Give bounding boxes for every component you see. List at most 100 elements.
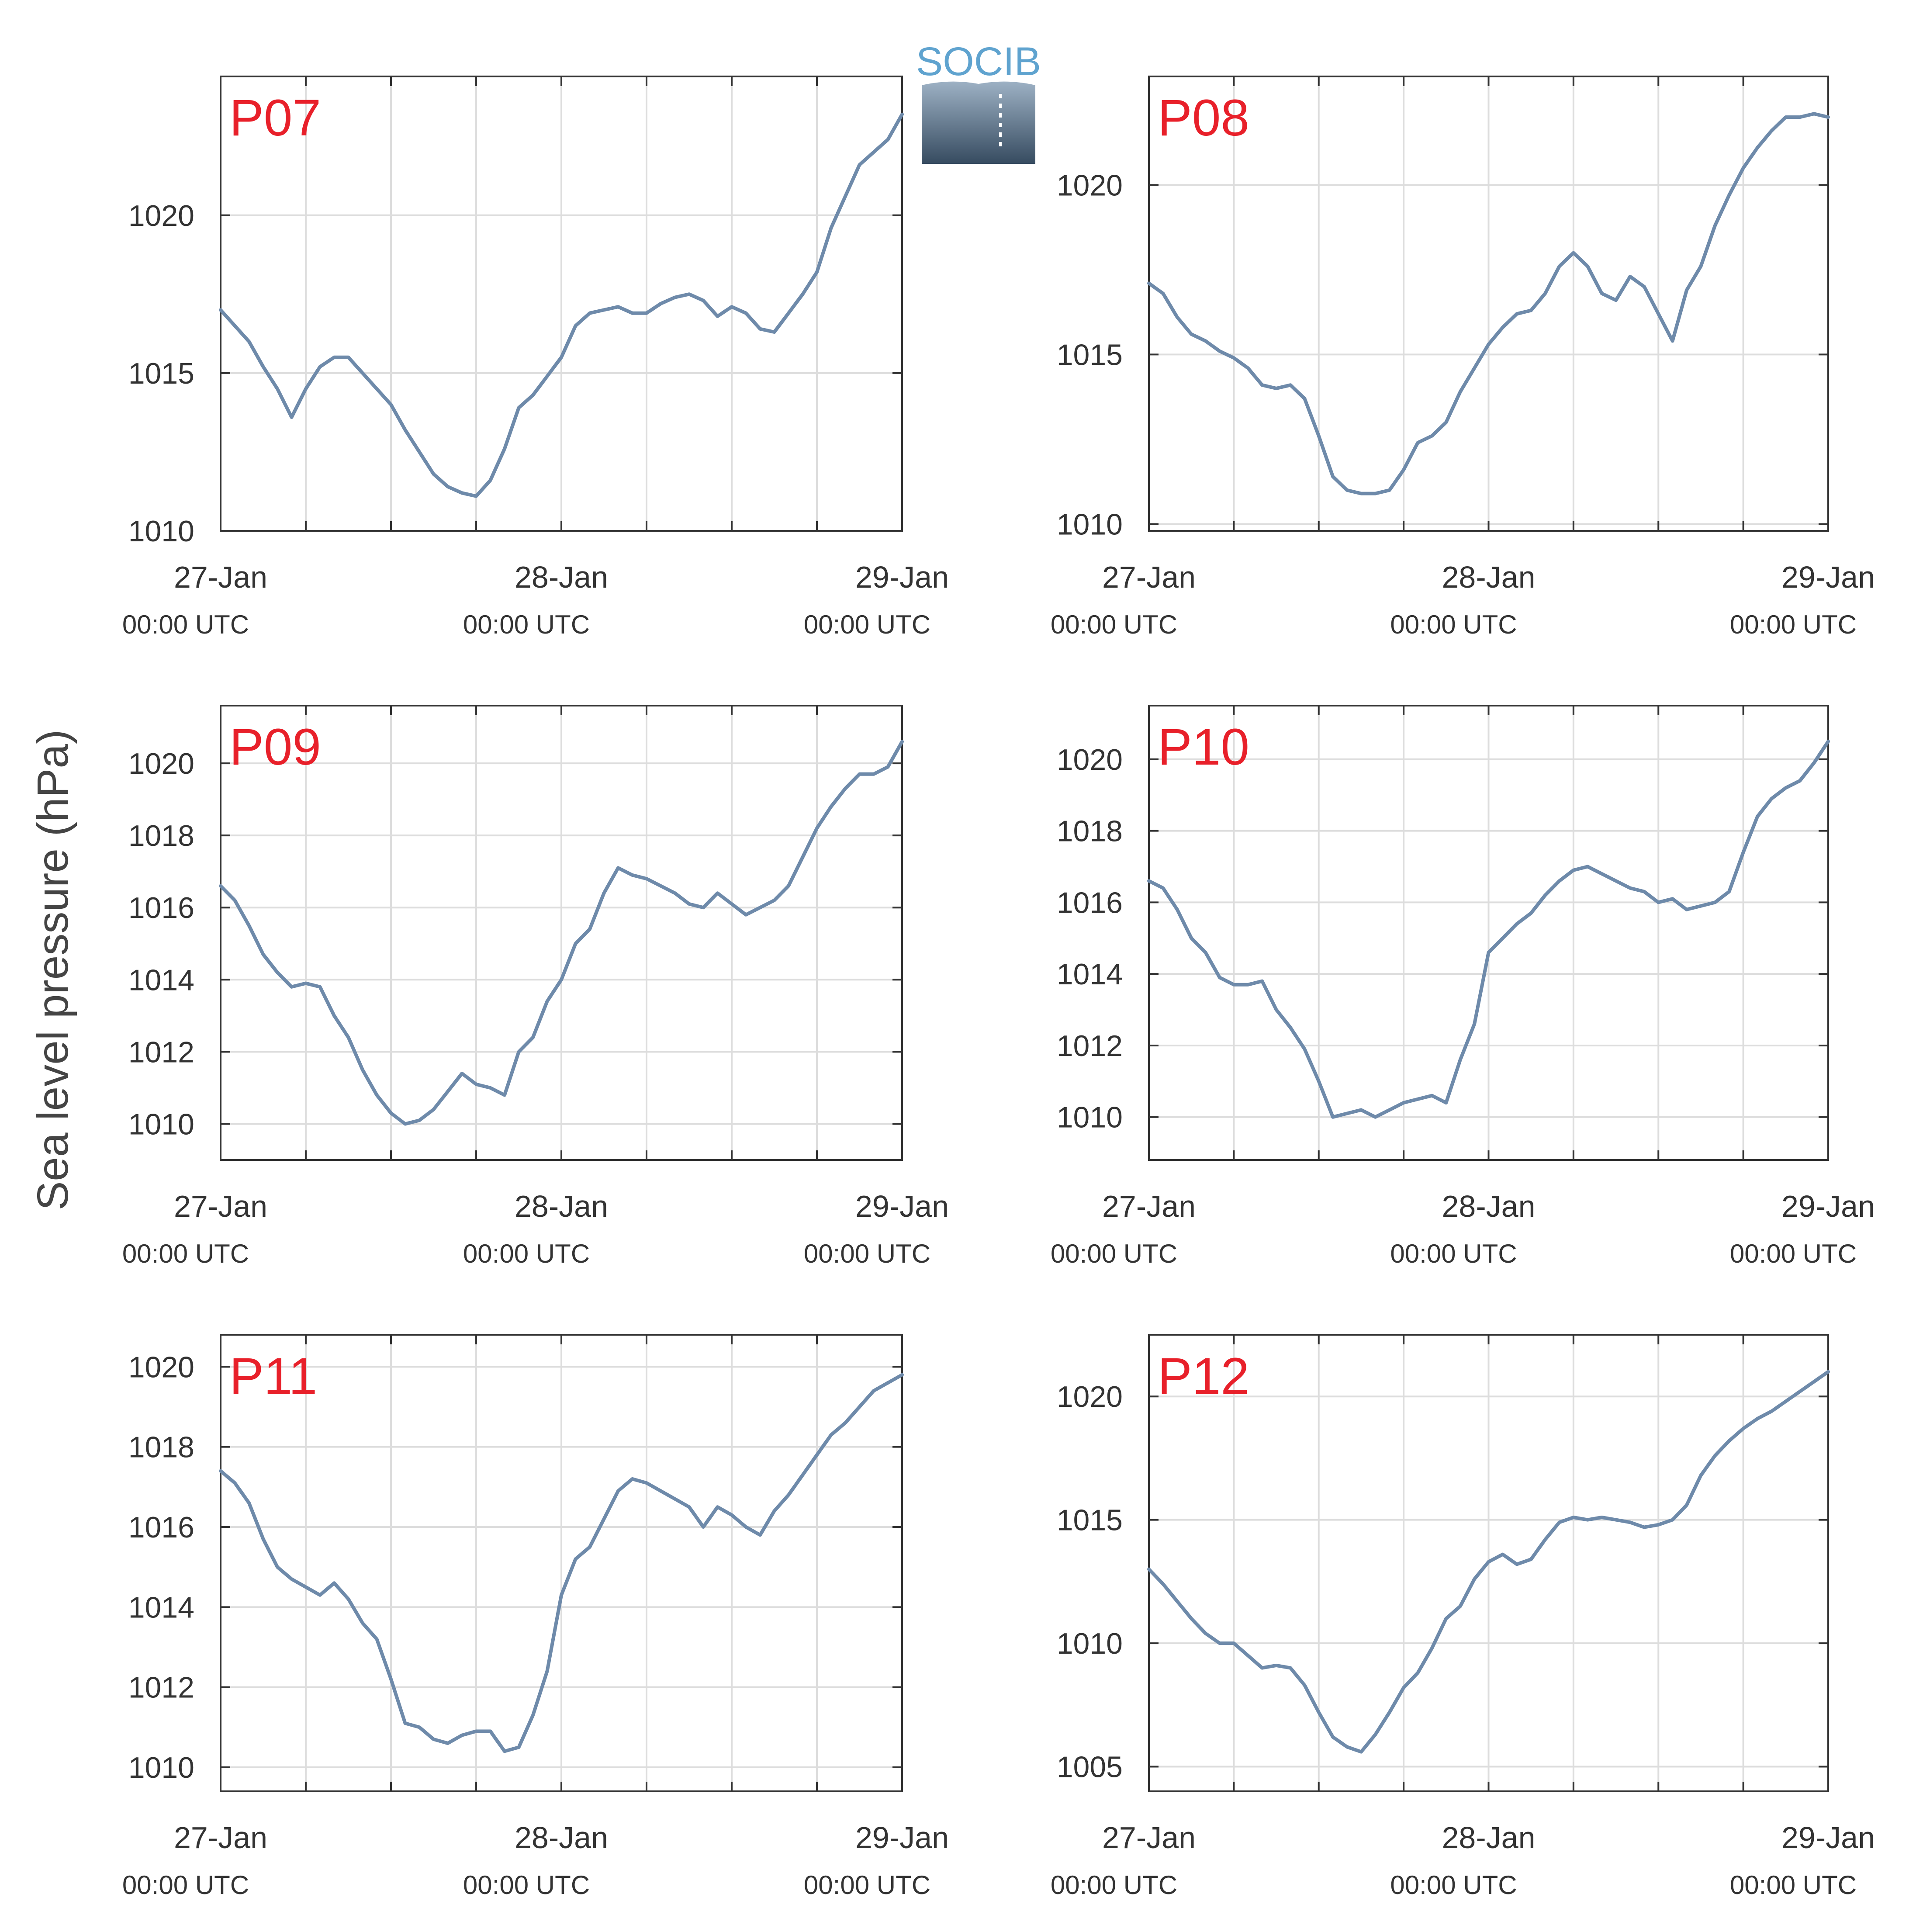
data-point: [787, 312, 790, 315]
data-point: [1827, 740, 1830, 743]
data-point: [1359, 492, 1363, 495]
data-point: [588, 928, 591, 931]
panels: 1010 1015 1020 27-Jan 00:00 UTC 28-Jan 00:00 U…: [122, 76, 1875, 1900]
data-point: [1544, 894, 1547, 897]
data-point: [1345, 1745, 1349, 1748]
data-point: [361, 371, 364, 374]
data-point: [901, 113, 903, 116]
data-point: [1445, 1617, 1448, 1620]
data-point: [588, 1545, 591, 1548]
data-point: [1812, 762, 1816, 765]
data-point: [1544, 1538, 1547, 1541]
data-point: [1770, 797, 1773, 800]
data-point: [773, 1510, 776, 1513]
data-point: [1501, 937, 1504, 940]
data-point: [1657, 901, 1660, 904]
data-point: [1615, 299, 1618, 302]
data-point: [1303, 397, 1306, 400]
data-point: [418, 450, 421, 454]
data-point: [546, 375, 549, 378]
data-point: [1798, 116, 1802, 119]
data-point: [1615, 879, 1618, 883]
data-point: [830, 226, 833, 229]
data-point: [886, 765, 889, 769]
data-point: [1629, 275, 1632, 278]
data-point: [1572, 1516, 1575, 1519]
data-point: [801, 1473, 804, 1476]
data-point: [347, 1036, 350, 1039]
data-point: [432, 473, 435, 475]
data-point: [901, 740, 903, 743]
data-point: [1615, 1518, 1618, 1521]
data-point: [1812, 1380, 1816, 1383]
data-point: [1713, 224, 1716, 227]
y-tick-label: 1020: [1057, 743, 1123, 776]
data-point: [872, 151, 875, 154]
data-point: [1402, 1101, 1405, 1104]
data-point: [1473, 367, 1476, 370]
data-point: [730, 1513, 733, 1517]
data-point: [1600, 292, 1603, 295]
data-point: [1303, 1684, 1306, 1687]
data-point: [503, 1750, 506, 1753]
data-point: [1529, 309, 1532, 312]
panel-p11: 1010 1012 1014 1016 1018 1020 27-Jan 00:00 UTC 2…: [122, 1334, 949, 1900]
data-point: [1558, 1521, 1561, 1524]
data-point: [1176, 908, 1179, 911]
data-point: [1572, 251, 1575, 254]
data-point: [1374, 492, 1377, 495]
x-tick-sublabel: 00:00 UTC: [1730, 610, 1857, 639]
data-point: [816, 270, 818, 274]
panel-label: P11: [229, 1347, 317, 1405]
data-point: [1713, 901, 1716, 904]
data-point: [390, 403, 392, 406]
data-point: [1162, 886, 1165, 890]
data-point: [404, 1122, 407, 1125]
data-point: [475, 1083, 477, 1086]
data-point: [1359, 1108, 1363, 1111]
data-point: [1148, 282, 1150, 285]
y-tick-label: 1010: [1057, 1627, 1123, 1660]
data-point: [1671, 1518, 1674, 1521]
data-point: [1148, 1568, 1150, 1571]
y-tick-label: 1010: [1057, 508, 1123, 541]
y-tick-label: 1020: [128, 747, 194, 780]
data-point: [1827, 1370, 1830, 1373]
x-tick-sublabel: 00:00 UTC: [463, 1239, 590, 1268]
x-tick-sublabel: 00:00 UTC: [122, 1870, 249, 1900]
data-point: [702, 906, 705, 909]
data-point: [1713, 1454, 1716, 1457]
data-point: [773, 331, 776, 333]
data-point: [688, 1506, 691, 1509]
data-point: [716, 1506, 719, 1509]
data-point: [872, 1389, 875, 1392]
y-tick-label: 1010: [128, 1751, 194, 1784]
logo-text: SOCIB: [916, 39, 1041, 84]
data-point: [1728, 194, 1731, 197]
x-tick-sublabel: 00:00 UTC: [804, 610, 930, 639]
data-point: [1345, 488, 1349, 492]
data-point: [1473, 1578, 1476, 1581]
data-point: [759, 327, 761, 330]
data-point: [617, 866, 619, 869]
y-tick-label: 1012: [128, 1035, 194, 1069]
x-tick-label: 28-Jan: [515, 1821, 608, 1855]
x-tick-label: 29-Jan: [1781, 1189, 1875, 1223]
data-point: [1232, 357, 1235, 360]
data-point: [233, 324, 236, 327]
data-point: [219, 1469, 222, 1472]
y-tick-label: 1015: [128, 357, 194, 390]
data-point: [304, 1586, 307, 1589]
panel-p10: 1010 1012 1014 1016 1018 1020 27-Jan 00:00 UTC 2…: [1051, 705, 1875, 1268]
data-point: [318, 1593, 322, 1596]
data-point: [1586, 265, 1589, 268]
data-point: [1162, 1582, 1165, 1586]
data-point: [1827, 116, 1830, 119]
data-point: [390, 1111, 392, 1115]
data-point: [1742, 1427, 1745, 1430]
data-point: [532, 1036, 534, 1039]
data-point: [674, 296, 676, 299]
data-point: [1515, 922, 1518, 925]
data-point: [1657, 312, 1660, 315]
data-point: [333, 356, 335, 359]
